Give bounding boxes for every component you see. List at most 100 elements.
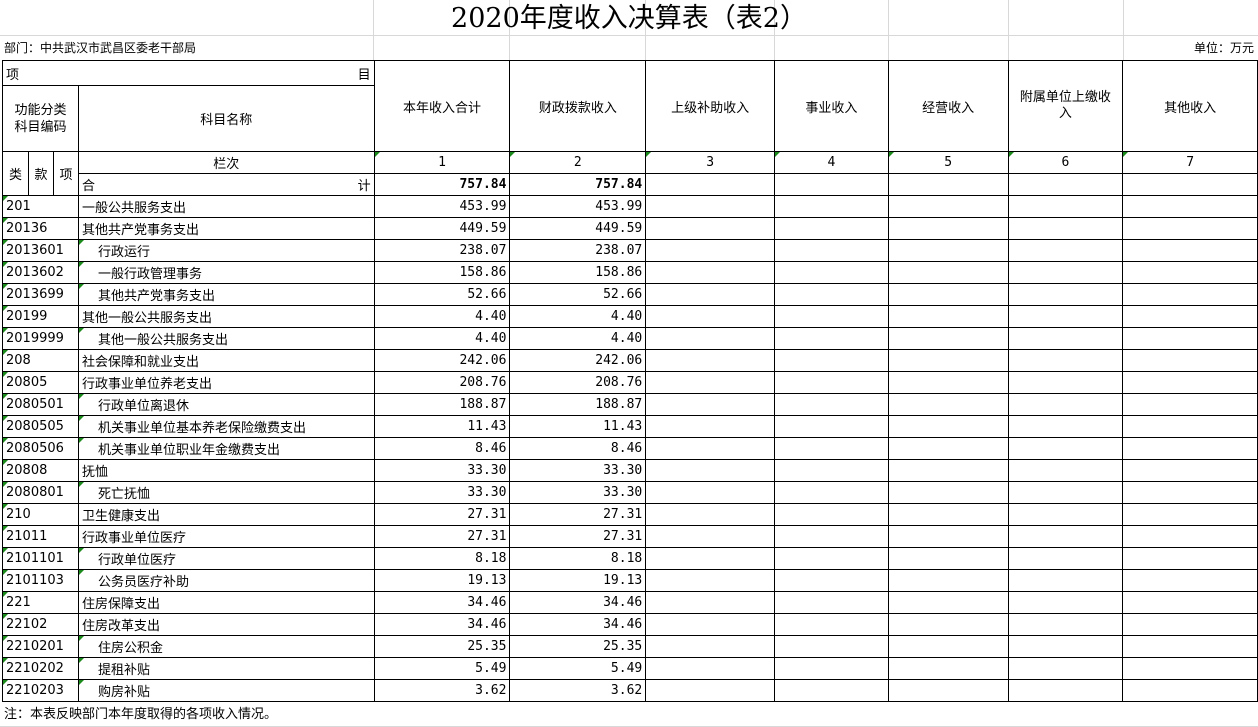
row-empty-cell[interactable] <box>887 415 1009 438</box>
row-empty-cell[interactable] <box>1122 239 1258 262</box>
row-empty-cell[interactable] <box>1007 261 1124 284</box>
row-empty-cell[interactable] <box>645 569 776 592</box>
col-num-7[interactable]: 7 <box>1122 151 1258 174</box>
row-subject-name[interactable]: 住房公积金 <box>77 635 375 658</box>
row-empty-cell[interactable] <box>887 591 1009 614</box>
row-empty-cell[interactable] <box>1007 371 1124 394</box>
row-subject-name[interactable]: 一般行政管理事务 <box>77 261 375 284</box>
row-empty-cell[interactable] <box>774 195 889 218</box>
row-empty-cell[interactable] <box>1007 503 1124 526</box>
row-value-v1[interactable]: 208.76 <box>373 371 511 394</box>
row-subject-name[interactable]: 卫生健康支出 <box>77 503 375 526</box>
col-num-1[interactable]: 1 <box>373 151 511 174</box>
row-empty-cell[interactable] <box>1007 591 1124 614</box>
row-value-v2[interactable]: 4.40 <box>509 327 647 350</box>
row-empty-cell[interactable] <box>774 459 889 482</box>
row-value-v2[interactable]: 3.62 <box>509 679 647 702</box>
row-subject-name[interactable]: 公务员医疗补助 <box>77 569 375 592</box>
row-empty-cell[interactable] <box>1007 547 1124 570</box>
row-code[interactable]: 2013601 <box>2 239 79 262</box>
row-empty-cell[interactable] <box>887 679 1009 702</box>
row-empty-cell[interactable] <box>1122 217 1258 240</box>
row-empty-cell[interactable] <box>887 261 1009 284</box>
row-subject-name[interactable]: 行政事业单位医疗 <box>77 525 375 548</box>
row-empty-cell[interactable] <box>774 305 889 328</box>
row-value-v1[interactable]: 188.87 <box>373 393 511 416</box>
row-value-v1[interactable]: 27.31 <box>373 503 511 526</box>
row-empty-cell[interactable] <box>1007 635 1124 658</box>
row-value-v1[interactable]: 158.86 <box>373 261 511 284</box>
row-empty-cell[interactable] <box>645 679 776 702</box>
row-empty-cell[interactable] <box>774 591 889 614</box>
row-subject-name[interactable]: 提租补贴 <box>77 657 375 680</box>
row-empty-cell[interactable] <box>1122 481 1258 504</box>
row-code[interactable]: 20805 <box>2 371 79 394</box>
row-empty-cell[interactable] <box>774 327 889 350</box>
row-empty-cell[interactable] <box>1007 195 1124 218</box>
row-empty-cell[interactable] <box>1007 459 1124 482</box>
row-empty-cell[interactable] <box>1007 613 1124 636</box>
row-empty-cell[interactable] <box>774 481 889 504</box>
row-empty-cell[interactable] <box>1007 283 1124 306</box>
row-code[interactable]: 20136 <box>2 217 79 240</box>
row-empty-cell[interactable] <box>1122 547 1258 570</box>
row-value-v1[interactable]: 5.49 <box>373 657 511 680</box>
row-empty-cell[interactable] <box>1007 393 1124 416</box>
total-value-6[interactable] <box>1007 173 1124 196</box>
row-code[interactable]: 2210203 <box>2 679 79 702</box>
row-value-v2[interactable]: 33.30 <box>509 481 647 504</box>
row-empty-cell[interactable] <box>774 261 889 284</box>
row-value-v2[interactable]: 27.31 <box>509 503 647 526</box>
row-empty-cell[interactable] <box>645 481 776 504</box>
row-value-v2[interactable]: 25.35 <box>509 635 647 658</box>
total-value-7[interactable] <box>1122 173 1258 196</box>
row-empty-cell[interactable] <box>774 371 889 394</box>
row-empty-cell[interactable] <box>1122 283 1258 306</box>
row-empty-cell[interactable] <box>645 217 776 240</box>
row-empty-cell[interactable] <box>887 305 1009 328</box>
row-empty-cell[interactable] <box>887 349 1009 372</box>
row-empty-cell[interactable] <box>774 239 889 262</box>
total-value-5[interactable] <box>887 173 1009 196</box>
row-value-v1[interactable]: 52.66 <box>373 283 511 306</box>
xiang-header[interactable]: 项 <box>52 151 79 196</box>
row-code[interactable]: 2210202 <box>2 657 79 680</box>
row-empty-cell[interactable] <box>774 217 889 240</box>
row-empty-cell[interactable] <box>1122 459 1258 482</box>
row-subject-name[interactable]: 其他共产党事务支出 <box>77 283 375 306</box>
row-value-v2[interactable]: 5.49 <box>509 657 647 680</box>
col-header-2[interactable]: 财政拨款收入 <box>509 60 647 152</box>
row-code[interactable]: 201 <box>2 195 79 218</box>
row-empty-cell[interactable] <box>774 393 889 416</box>
row-value-v1[interactable]: 8.46 <box>373 437 511 460</box>
row-value-v1[interactable]: 11.43 <box>373 415 511 438</box>
row-empty-cell[interactable] <box>774 503 889 526</box>
row-value-v1[interactable]: 33.30 <box>373 459 511 482</box>
row-empty-cell[interactable] <box>1007 349 1124 372</box>
row-code[interactable]: 2080501 <box>2 393 79 416</box>
row-empty-cell[interactable] <box>1007 657 1124 680</box>
row-value-v2[interactable]: 11.43 <box>509 415 647 438</box>
row-empty-cell[interactable] <box>1007 679 1124 702</box>
row-empty-cell[interactable] <box>645 261 776 284</box>
row-empty-cell[interactable] <box>774 349 889 372</box>
row-empty-cell[interactable] <box>774 635 889 658</box>
row-value-v1[interactable]: 4.40 <box>373 327 511 350</box>
row-value-v2[interactable]: 4.40 <box>509 305 647 328</box>
row-code[interactable]: 20808 <box>2 459 79 482</box>
row-value-v1[interactable]: 19.13 <box>373 569 511 592</box>
row-value-v2[interactable]: 242.06 <box>509 349 647 372</box>
row-empty-cell[interactable] <box>887 393 1009 416</box>
row-empty-cell[interactable] <box>1122 415 1258 438</box>
row-subject-name[interactable]: 住房保障支出 <box>77 591 375 614</box>
row-empty-cell[interactable] <box>774 569 889 592</box>
row-empty-cell[interactable] <box>887 327 1009 350</box>
row-empty-cell[interactable] <box>887 569 1009 592</box>
row-value-v1[interactable]: 33.30 <box>373 481 511 504</box>
row-value-v2[interactable]: 449.59 <box>509 217 647 240</box>
row-empty-cell[interactable] <box>1122 569 1258 592</box>
row-subject-name[interactable]: 死亡抚恤 <box>77 481 375 504</box>
row-value-v2[interactable]: 27.31 <box>509 525 647 548</box>
row-empty-cell[interactable] <box>887 239 1009 262</box>
row-value-v2[interactable]: 238.07 <box>509 239 647 262</box>
